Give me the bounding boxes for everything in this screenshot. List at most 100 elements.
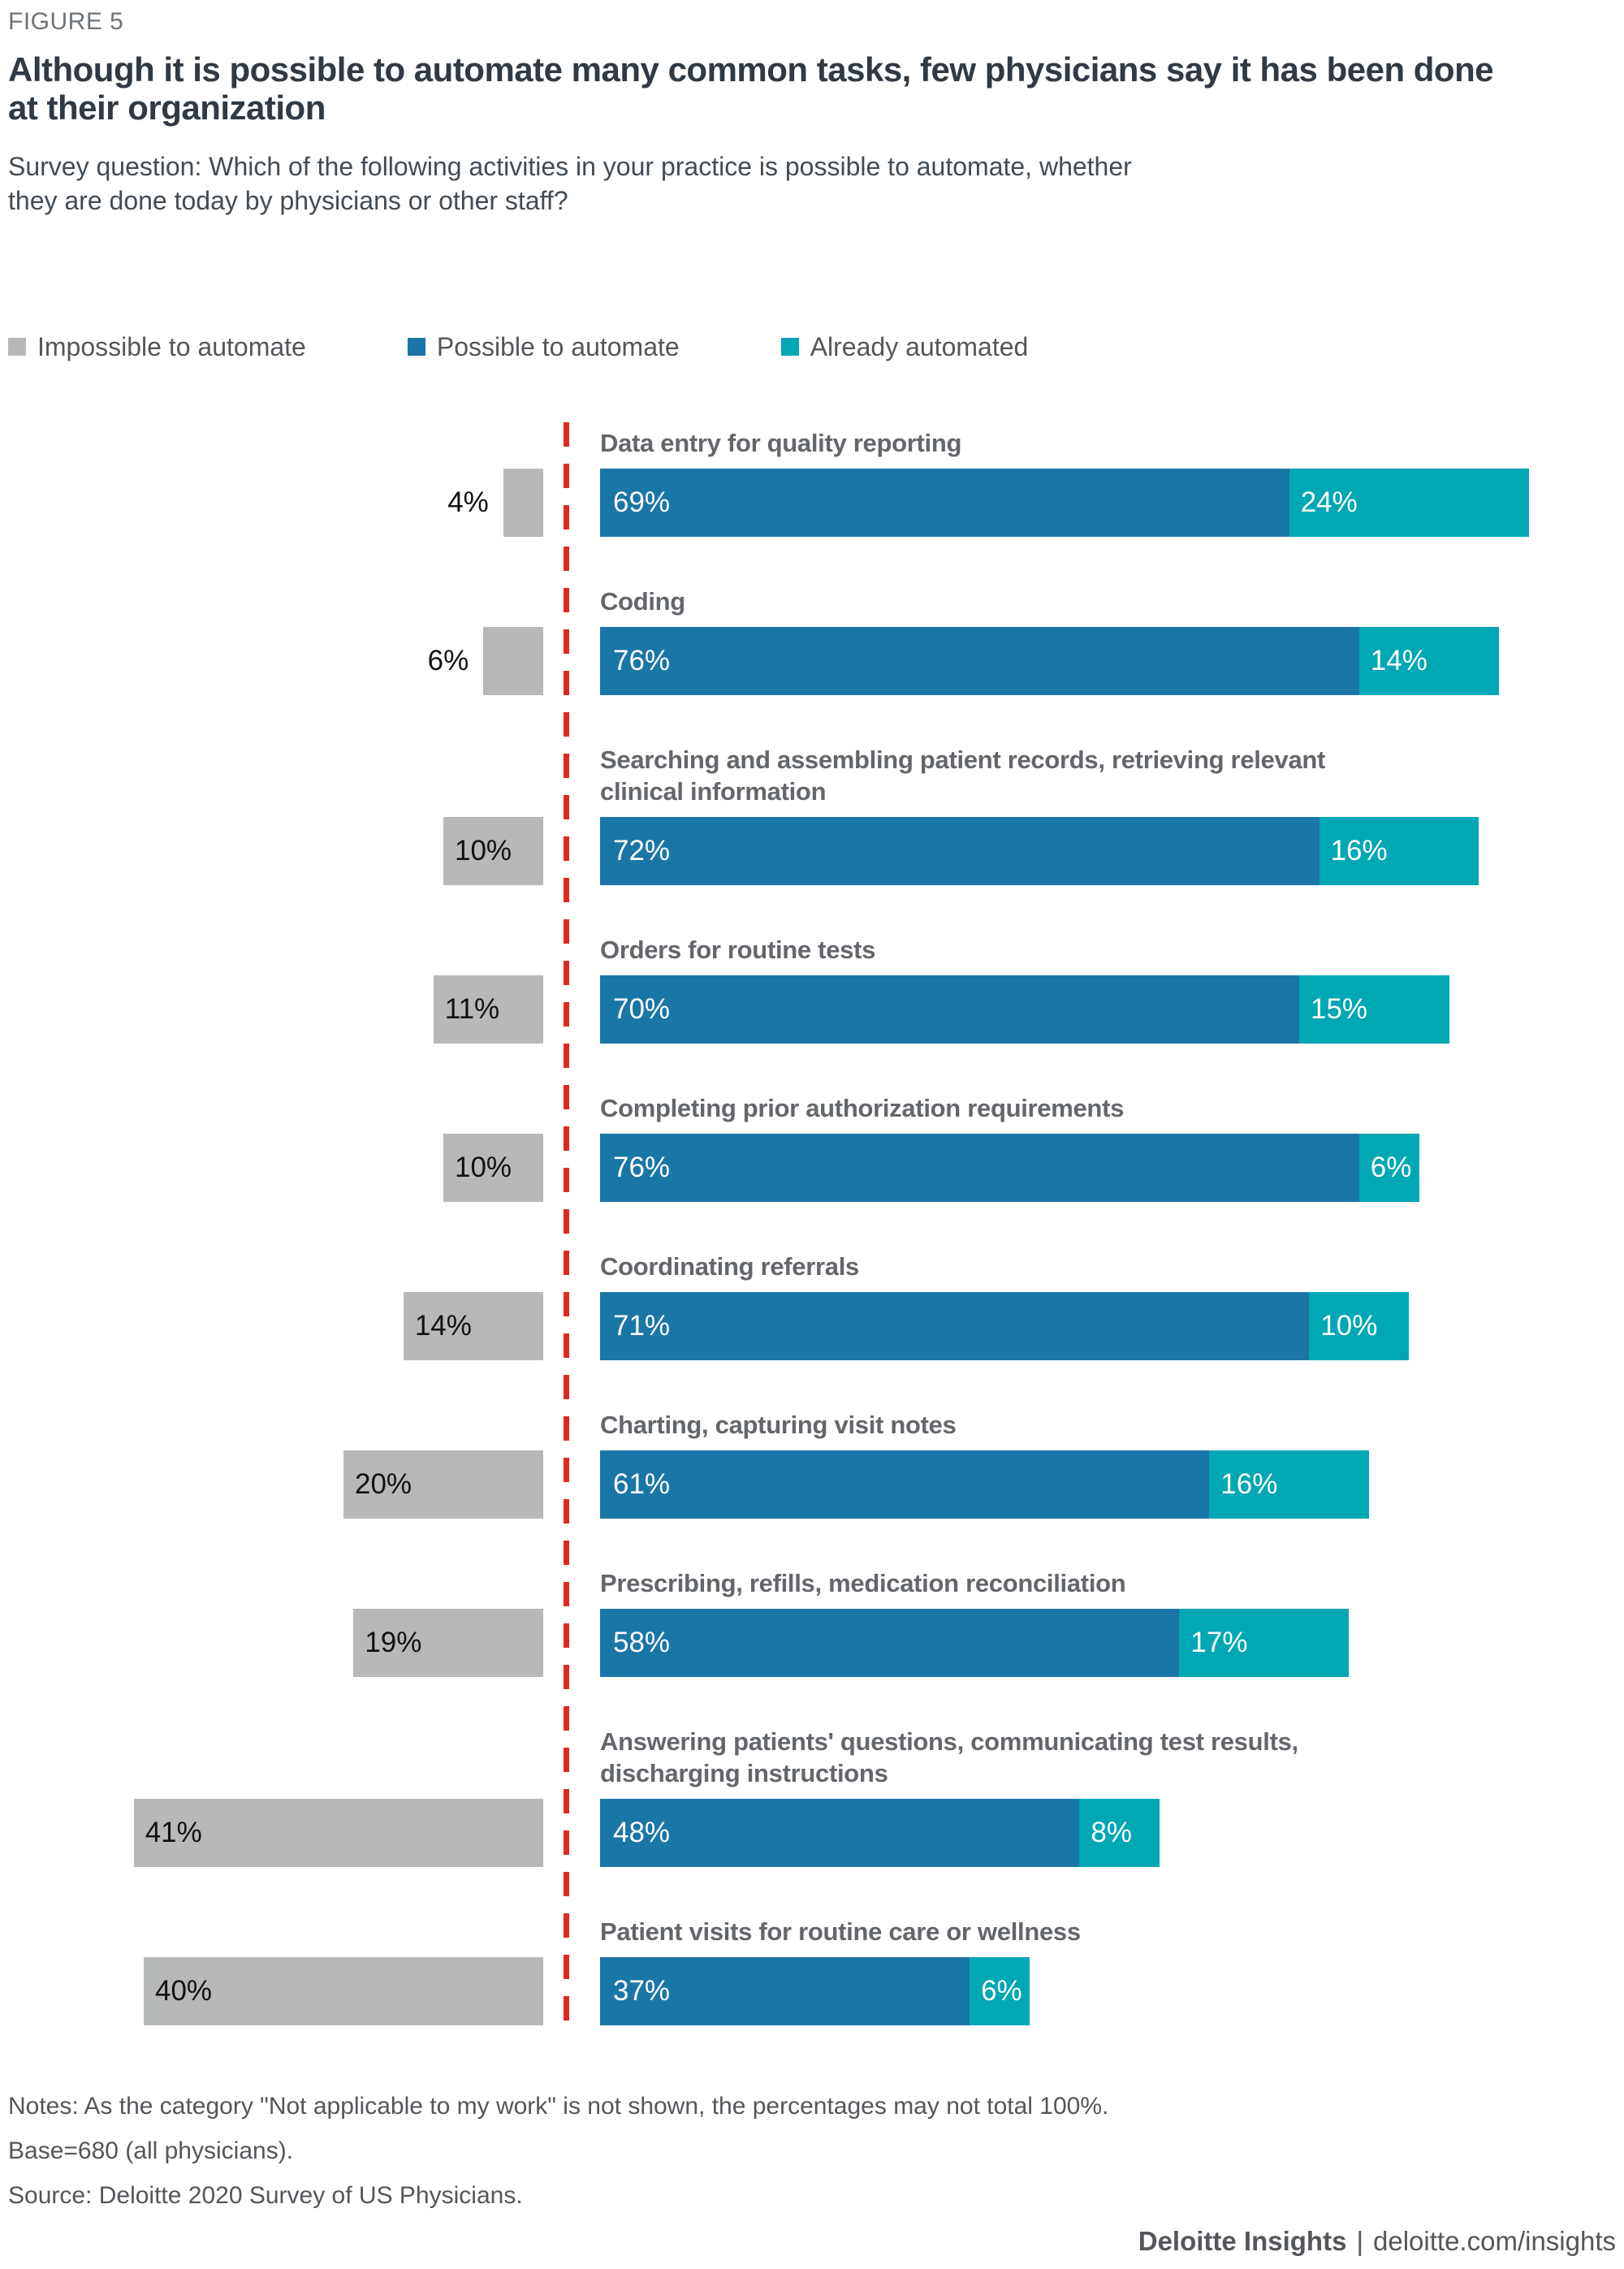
possible-value-label: 72%	[613, 834, 671, 867]
impossible-value-label: 19%	[365, 1627, 422, 1659]
automated-bar: 6%	[1358, 1133, 1419, 1202]
footer-attribution: Deloitte Insights | deloitte.com/insights	[8, 2226, 1616, 2257]
possible-value-label: 71%	[613, 1309, 671, 1342]
divider-dashed-line	[564, 421, 569, 2034]
category-label: Prescribing, refills, medication reconci…	[600, 1569, 1126, 1598]
automation-zone: Coordinating referrals 71% 10%	[600, 1251, 1410, 1360]
possible-value-label: 37%	[613, 1975, 671, 2008]
automated-value-label: 6%	[1370, 1151, 1412, 1183]
chart-row: 14% Coordinating referrals 71% 10%	[8, 1251, 1616, 1360]
note-base-line: Base=680 (all physicians).	[8, 2137, 294, 2165]
impossible-bar: 6%	[428, 626, 543, 695]
chart-row: 19% Prescribing, refills, medication rec…	[8, 1567, 1616, 1678]
automated-value-label: 24%	[1300, 486, 1358, 518]
note-source-line: Source: Deloitte 2020 Survey of US Physi…	[8, 2182, 523, 2210]
note-line: Notes: As the category "Not applicable t…	[8, 2093, 1109, 2120]
chart-row: 20% Charting, capturing visit notes 61% …	[8, 1409, 1616, 1519]
possible-value-label: 61%	[613, 1468, 671, 1501]
automation-zone: Data entry for quality reporting 69% 24%	[600, 427, 1529, 537]
possible-bar: 76%	[600, 626, 1359, 695]
automated-bar: 16%	[1209, 1450, 1370, 1519]
impossible-bar: 10%	[443, 1133, 543, 1202]
legend-item-automated: Already automated	[780, 331, 1029, 362]
bar-track: 37% 6%	[600, 1957, 1081, 2026]
automation-zone: Patient visits for routine care or welln…	[600, 1916, 1081, 2026]
impossible-value-label: 6%	[427, 644, 469, 676]
impossible-value-label: 41%	[145, 1817, 202, 1849]
bar-track: 72% 16%	[600, 816, 1479, 885]
possible-bar: 70%	[600, 975, 1299, 1044]
legend-label-impossible: Impossible to automate	[37, 331, 306, 361]
automation-zone: Charting, capturing visit notes 61% 16%	[600, 1409, 1370, 1519]
impossible-bar: 10%	[443, 816, 543, 885]
automation-zone: Answering patients' questions, communica…	[600, 1726, 1412, 1868]
automation-zone: Searching and assembling patient records…	[600, 744, 1479, 885]
footer-separator: |	[1356, 2226, 1364, 2257]
impossible-zone: 14%	[8, 1291, 543, 1360]
possible-bar: 58%	[600, 1609, 1180, 1678]
possible-value-label: 76%	[613, 644, 671, 676]
chart-row: 11% Orders for routine tests 70% 15%	[8, 934, 1616, 1044]
impossible-bar: 14%	[403, 1291, 543, 1360]
automated-bar: 17%	[1179, 1609, 1350, 1678]
automated-value-label: 15%	[1311, 992, 1368, 1025]
automated-bar: 10%	[1309, 1291, 1410, 1360]
footer-brand: Deloitte Insights	[1138, 2226, 1347, 2257]
category-label: Answering patients' questions, communica…	[600, 1727, 1298, 1788]
automated-value-label: 6%	[981, 1975, 1022, 2008]
impossible-value-label: 14%	[414, 1309, 472, 1342]
possible-bar: 69%	[600, 468, 1289, 537]
possible-bar: 61%	[600, 1450, 1210, 1519]
possible-bar: 37%	[600, 1957, 970, 2026]
legend-label-automated: Already automated	[810, 331, 1029, 361]
impossible-bar: 4%	[447, 468, 543, 537]
category-label: Patient visits for routine care or welln…	[600, 1917, 1081, 1947]
category-label: Searching and assembling patient records…	[600, 745, 1326, 806]
survey-question: Survey question: Which of the following …	[8, 152, 1132, 216]
chart-legend: Impossible to automate Possible to autom…	[8, 332, 1616, 362]
bar-track: 48% 8%	[600, 1799, 1412, 1868]
category-label: Coding	[600, 586, 685, 616]
possible-value-label: 58%	[613, 1627, 671, 1659]
impossible-zone: 10%	[8, 816, 543, 885]
category-label: Charting, capturing visit notes	[600, 1410, 957, 1439]
impossible-bar: 41%	[133, 1799, 543, 1868]
page-title: Although it is possible to automate many…	[8, 50, 1494, 127]
bar-track: 76% 6%	[600, 1133, 1419, 1202]
legend-item-impossible: Impossible to automate	[8, 332, 306, 362]
chart-row: 6% Coding 76% 14%	[8, 586, 1616, 695]
automation-zone: Orders for routine tests 70% 15%	[600, 934, 1449, 1044]
automated-bar: 6%	[970, 1957, 1030, 2026]
impossible-zone: 41%	[8, 1799, 543, 1868]
automated-value-label: 16%	[1220, 1468, 1278, 1501]
impossible-value-label: 10%	[455, 834, 512, 867]
bar-track: 69% 24%	[600, 468, 1529, 537]
impossible-bar: 11%	[433, 975, 543, 1044]
impossible-value-label: 10%	[455, 1151, 512, 1183]
chart-row: 41% Answering patients' questions, commu…	[8, 1726, 1616, 1868]
figure-label: FIGURE 5	[8, 8, 124, 35]
possible-bar: 48%	[600, 1799, 1080, 1868]
impossible-value-label: 4%	[447, 486, 489, 518]
automated-bar: 24%	[1289, 468, 1529, 537]
impossible-zone: 11%	[8, 975, 543, 1044]
impossible-value-label: 40%	[155, 1975, 213, 2008]
possible-value-label: 76%	[613, 1151, 671, 1183]
automated-bar: 15%	[1299, 975, 1449, 1044]
possible-value-label: 70%	[613, 992, 671, 1025]
chart-rows: 4% Data entry for quality reporting 69% …	[8, 427, 1616, 2026]
impossible-zone: 40%	[8, 1957, 543, 2026]
legend-swatch-impossible	[8, 338, 26, 357]
automated-bar: 14%	[1358, 626, 1499, 695]
bar-track: 61% 16%	[600, 1450, 1370, 1519]
legend-item-possible: Possible to automate	[407, 332, 680, 362]
possible-bar: 76%	[600, 1133, 1359, 1202]
impossible-zone: 6%	[8, 626, 543, 695]
bar-track: 71% 10%	[600, 1291, 1410, 1360]
legend-swatch-possible	[407, 338, 425, 357]
bar-track: 76% 14%	[600, 626, 1499, 695]
chart-row: 10% Completing prior authorization requi…	[8, 1092, 1616, 1202]
impossible-bar: 40%	[144, 1957, 543, 2026]
category-label: Coordinating referrals	[600, 1251, 859, 1281]
bar-track: 70% 15%	[600, 975, 1449, 1044]
